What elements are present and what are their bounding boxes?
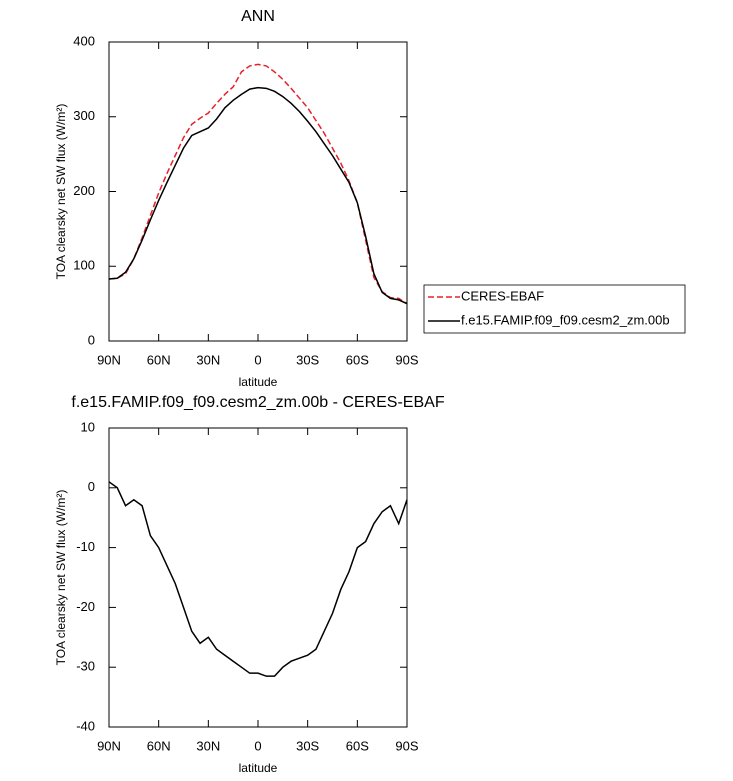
x-tick-label: 60N (147, 352, 171, 367)
x-tick-label: 90S (395, 738, 418, 753)
y-tick-label: -30 (76, 659, 95, 674)
y-tick-label: -10 (76, 539, 95, 554)
x-tick-label: 60S (346, 738, 369, 753)
x-tick-label: 0 (254, 352, 261, 367)
x-axis-label: latitude (239, 375, 278, 389)
y-tick-label: 300 (73, 108, 95, 123)
plot-frame (108, 41, 408, 342)
x-tick-label: 0 (254, 738, 261, 753)
data-line (108, 63, 408, 305)
y-tick-label: 400 (73, 33, 95, 48)
x-axis-label: latitude (239, 761, 278, 775)
data-line (108, 86, 408, 305)
y-tick-label: -40 (76, 718, 95, 733)
x-tick-label: 30N (196, 352, 220, 367)
legend-label: CERES-EBAF (461, 288, 544, 303)
plot-frame (108, 427, 408, 728)
y-axis-label: TOA clearsky net SW flux (W/m²) (54, 490, 68, 666)
y-axis-label: TOA clearsky net SW flux (W/m²) (54, 104, 68, 280)
x-tick-label: 90S (395, 352, 418, 367)
y-tick-label: 10 (81, 419, 95, 434)
x-tick-label: 90N (97, 352, 121, 367)
y-tick-label: 100 (73, 258, 95, 273)
x-tick-label: 60N (147, 738, 171, 753)
x-tick-label: 90N (97, 738, 121, 753)
y-tick-label: 200 (73, 183, 95, 198)
data-line (108, 481, 408, 677)
x-tick-label: 30N (196, 738, 220, 753)
chart-title: f.e15.FAMIP.f09_f09.cesm2_zm.00b - CERES… (71, 394, 444, 411)
legend-label: f.e15.FAMIP.f09_f09.cesm2_zm.00b (461, 312, 670, 327)
x-tick-label: 30S (296, 352, 319, 367)
y-tick-label: 0 (88, 332, 95, 347)
legend-box (423, 284, 686, 334)
y-tick-label: -20 (76, 599, 95, 614)
x-tick-label: 60S (346, 352, 369, 367)
x-tick-label: 30S (296, 738, 319, 753)
chart-title: ANN (241, 8, 275, 25)
y-tick-label: 0 (88, 479, 95, 494)
